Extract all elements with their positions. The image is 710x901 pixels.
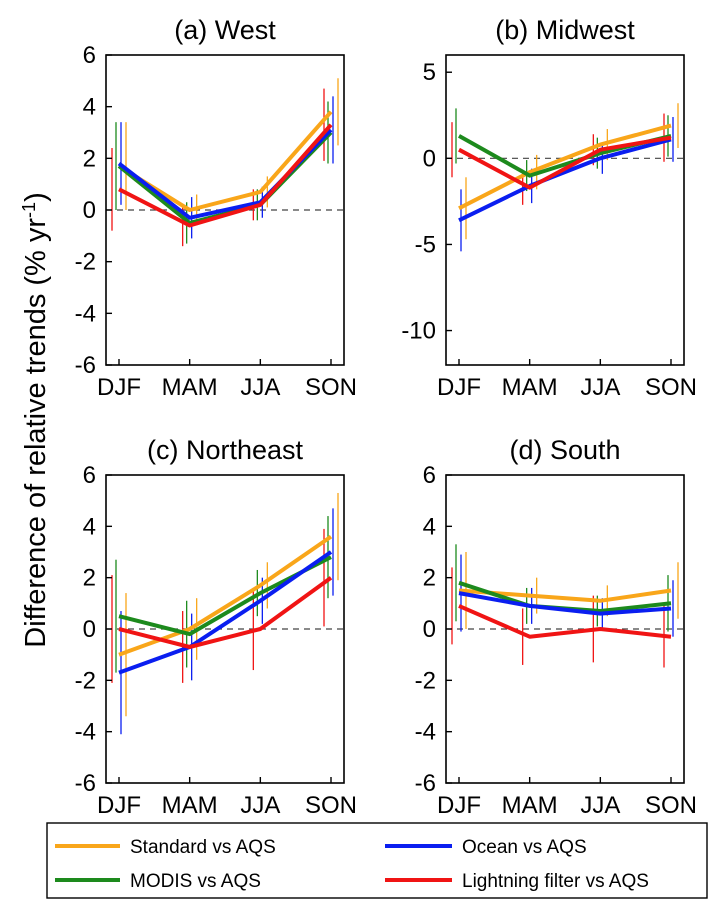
legend-box bbox=[46, 822, 708, 899]
x-tick-label: MAM bbox=[162, 792, 218, 819]
series-line-ocean-vs-aqs bbox=[118, 550, 333, 675]
y-tick-label: 2 bbox=[83, 145, 96, 172]
y-tick-label: 6 bbox=[83, 462, 96, 489]
y-axis-label-superscript: -1 bbox=[19, 202, 39, 218]
panel-title: (d) South bbox=[509, 435, 620, 465]
chart-panel-4: (d) South -6 -4 -2 0 2 4 6 DJF MAM JJA SON bbox=[415, 435, 697, 819]
y-tick-label: -4 bbox=[75, 300, 96, 327]
legend-label-modis: MODIS vs AQS bbox=[130, 871, 261, 892]
x-tick-label: SON bbox=[645, 792, 697, 819]
y-tick-label: -6 bbox=[75, 352, 96, 379]
x-tick-label: SON bbox=[645, 374, 697, 401]
series-line-lightning-filter-vs-aqs bbox=[118, 123, 333, 228]
series-line-lightning-filter-vs-aqs bbox=[458, 135, 672, 190]
chart-panel-2: (b) Midwest -10 -5 0 5 DJF MAM JJA SON bbox=[401, 15, 697, 401]
series-line-lightning-filter-vs-aqs bbox=[118, 576, 333, 649]
x-tick-label: JJA bbox=[580, 792, 620, 819]
y-tick-label: -4 bbox=[415, 719, 436, 746]
series-line-standard-vs-aqs bbox=[118, 534, 333, 657]
x-tick-label: SON bbox=[305, 374, 357, 401]
y-tick-label: -5 bbox=[415, 231, 436, 258]
y-tick-label: -4 bbox=[75, 719, 96, 746]
legend-item-ocean: Ocean vs AQS bbox=[385, 837, 587, 858]
y-tick-label: 4 bbox=[83, 513, 96, 540]
legend-label-ocean: Ocean vs AQS bbox=[462, 837, 587, 858]
series-line-ocean-vs-aqs bbox=[458, 591, 672, 616]
y-tick-label: -10 bbox=[401, 318, 436, 345]
panel-title: (c) Northeast bbox=[147, 435, 304, 465]
y-tick-label: 2 bbox=[423, 565, 436, 592]
x-tick-label: MAM bbox=[502, 374, 558, 401]
x-tick-label: DJF bbox=[97, 792, 141, 819]
series-line-standard-vs-aqs bbox=[117, 110, 333, 212]
y-tick-label: 2 bbox=[83, 565, 96, 592]
x-tick-label: JJA bbox=[240, 792, 280, 819]
series-line-lightning-filter-vs-aqs bbox=[458, 604, 672, 639]
chart-panel-3: (c) Northeast -6 -4 -2 0 2 4 6 DJF MAM JJA SON bbox=[75, 435, 357, 819]
y-tick-label: -2 bbox=[75, 249, 96, 276]
x-tick-label: SON bbox=[305, 792, 357, 819]
y-tick-label: 6 bbox=[83, 42, 96, 69]
legend-item-modis: MODIS vs AQS bbox=[55, 871, 261, 892]
axes-frame bbox=[445, 54, 685, 366]
panel-title: (a) West bbox=[174, 15, 276, 45]
y-tick-label: -2 bbox=[415, 667, 436, 694]
legend-label-standard: Standard vs AQS bbox=[130, 837, 276, 858]
y-tick-label: 0 bbox=[423, 616, 436, 643]
y-tick-label: -2 bbox=[75, 667, 96, 694]
y-tick-label: -6 bbox=[415, 770, 436, 797]
x-tick-label: JJA bbox=[240, 374, 280, 401]
y-axis-label: Difference of relative trends (% yr-1) bbox=[19, 192, 52, 648]
legend: Standard vs AQS Ocean vs AQS MODIS vs AQS L… bbox=[46, 822, 708, 899]
y-tick-label: 0 bbox=[83, 616, 96, 643]
x-tick-label: MAM bbox=[502, 792, 558, 819]
legend-item-lightning: Lightning filter vs AQS bbox=[385, 871, 649, 892]
y-tick-label: 5 bbox=[423, 59, 436, 86]
y-axis-label-main: Difference of relative trends (% yr bbox=[20, 218, 52, 648]
y-tick-label: 6 bbox=[423, 462, 436, 489]
y-tick-label: -6 bbox=[75, 770, 96, 797]
series-line-standard-vs-aqs bbox=[458, 123, 672, 211]
x-tick-label: DJF bbox=[437, 374, 481, 401]
x-tick-label: DJF bbox=[437, 792, 481, 819]
legend-label-lightning: Lightning filter vs AQS bbox=[462, 871, 649, 892]
y-tick-label: 0 bbox=[83, 197, 96, 224]
y-tick-label: 0 bbox=[423, 145, 436, 172]
x-tick-label: MAM bbox=[162, 374, 218, 401]
legend-item-standard: Standard vs AQS bbox=[55, 837, 276, 858]
panel-title: (b) Midwest bbox=[495, 15, 635, 45]
y-axis-label-close: ) bbox=[20, 192, 52, 202]
series-line-ocean-vs-aqs bbox=[458, 137, 672, 223]
chart-panel-1: (a) West -6 -4 -2 0 2 4 6 DJF MAM JJA SON bbox=[75, 15, 357, 401]
y-tick-label: 4 bbox=[423, 513, 436, 540]
x-tick-label: JJA bbox=[580, 374, 620, 401]
y-tick-label: 4 bbox=[83, 94, 96, 121]
x-tick-label: DJF bbox=[97, 374, 141, 401]
